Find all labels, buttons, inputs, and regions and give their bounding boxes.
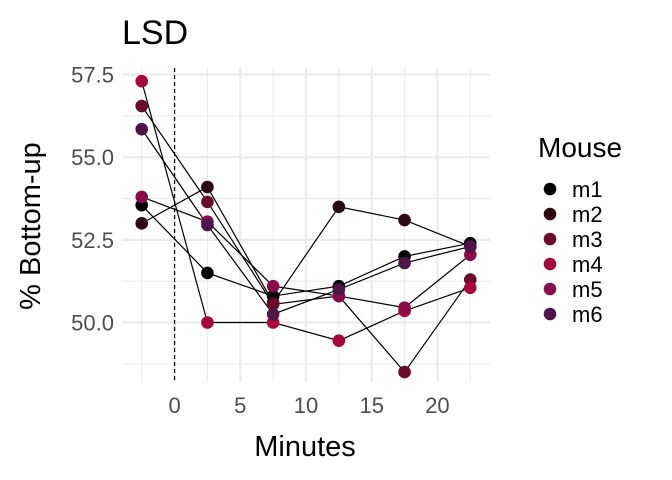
data-point-m5: [266, 279, 280, 293]
chart-title: LSD: [122, 14, 188, 52]
x-tick-label: 15: [359, 393, 383, 418]
y-tick-label: 55.0: [71, 145, 114, 170]
legend-key-m2: [543, 207, 557, 221]
x-tick-labels: 0 5 10 15 20: [168, 393, 449, 418]
series-line-m6: [141, 128, 471, 315]
data-point-m3: [135, 99, 149, 113]
data-point-m6: [332, 283, 346, 296]
data-point-m3: [398, 365, 411, 379]
data-point-m6: [135, 122, 149, 136]
legend-label-m4: m4: [572, 252, 603, 277]
data-point-m2: [135, 217, 149, 230]
data-point-m6: [463, 240, 477, 253]
data-point-m2: [201, 180, 214, 194]
y-tick-label: 57.5: [71, 63, 114, 88]
legend-key-m3: [543, 232, 557, 246]
data-point-m4: [201, 316, 214, 329]
x-tick-label: 20: [425, 393, 449, 418]
data-point-m2: [332, 200, 346, 214]
series-line-m2: [141, 186, 471, 304]
x-tick-label: 0: [168, 393, 180, 418]
series-points: [135, 74, 477, 379]
legend-key-m6: [543, 307, 557, 321]
series-line-m3: [141, 105, 471, 374]
series-line-m4: [141, 81, 471, 342]
y-axis-title: % Bottom-up: [15, 142, 47, 310]
y-tick-labels: 50.0 52.5 55.0 57.5: [71, 63, 114, 336]
legend-label-m5: m5: [572, 277, 603, 302]
data-point-m2: [398, 213, 411, 227]
data-point-m5: [135, 190, 149, 204]
data-point-m4: [332, 334, 346, 347]
x-tick-label: 10: [294, 393, 318, 418]
legend-label-m1: m1: [572, 177, 603, 202]
legend-label-m2: m2: [572, 202, 603, 227]
legend-key-m1: [543, 182, 557, 196]
legend-label-m6: m6: [572, 302, 603, 327]
grid-major-lines: [122, 68, 490, 382]
data-point-m1: [201, 266, 214, 280]
series-lines: [141, 81, 471, 374]
x-tick-label: 5: [234, 393, 246, 418]
legend-key-m5: [543, 282, 557, 296]
data-point-m3: [266, 298, 280, 311]
data-point-m5: [398, 301, 411, 314]
data-point-m6: [266, 307, 280, 321]
legend-title: Mouse: [538, 132, 622, 163]
x-axis-title: Minutes: [254, 431, 356, 463]
data-point-m4: [463, 281, 477, 295]
y-tick-label: 52.5: [71, 228, 114, 253]
data-point-m6: [398, 256, 411, 270]
y-tick-label: 50.0: [71, 311, 114, 336]
legend-key-m4: [543, 257, 557, 271]
data-point-m4: [135, 74, 149, 88]
legend-label-m3: m3: [572, 227, 603, 252]
data-point-m3: [201, 195, 214, 209]
data-point-m6: [201, 218, 214, 232]
series-line-m5: [141, 196, 471, 309]
